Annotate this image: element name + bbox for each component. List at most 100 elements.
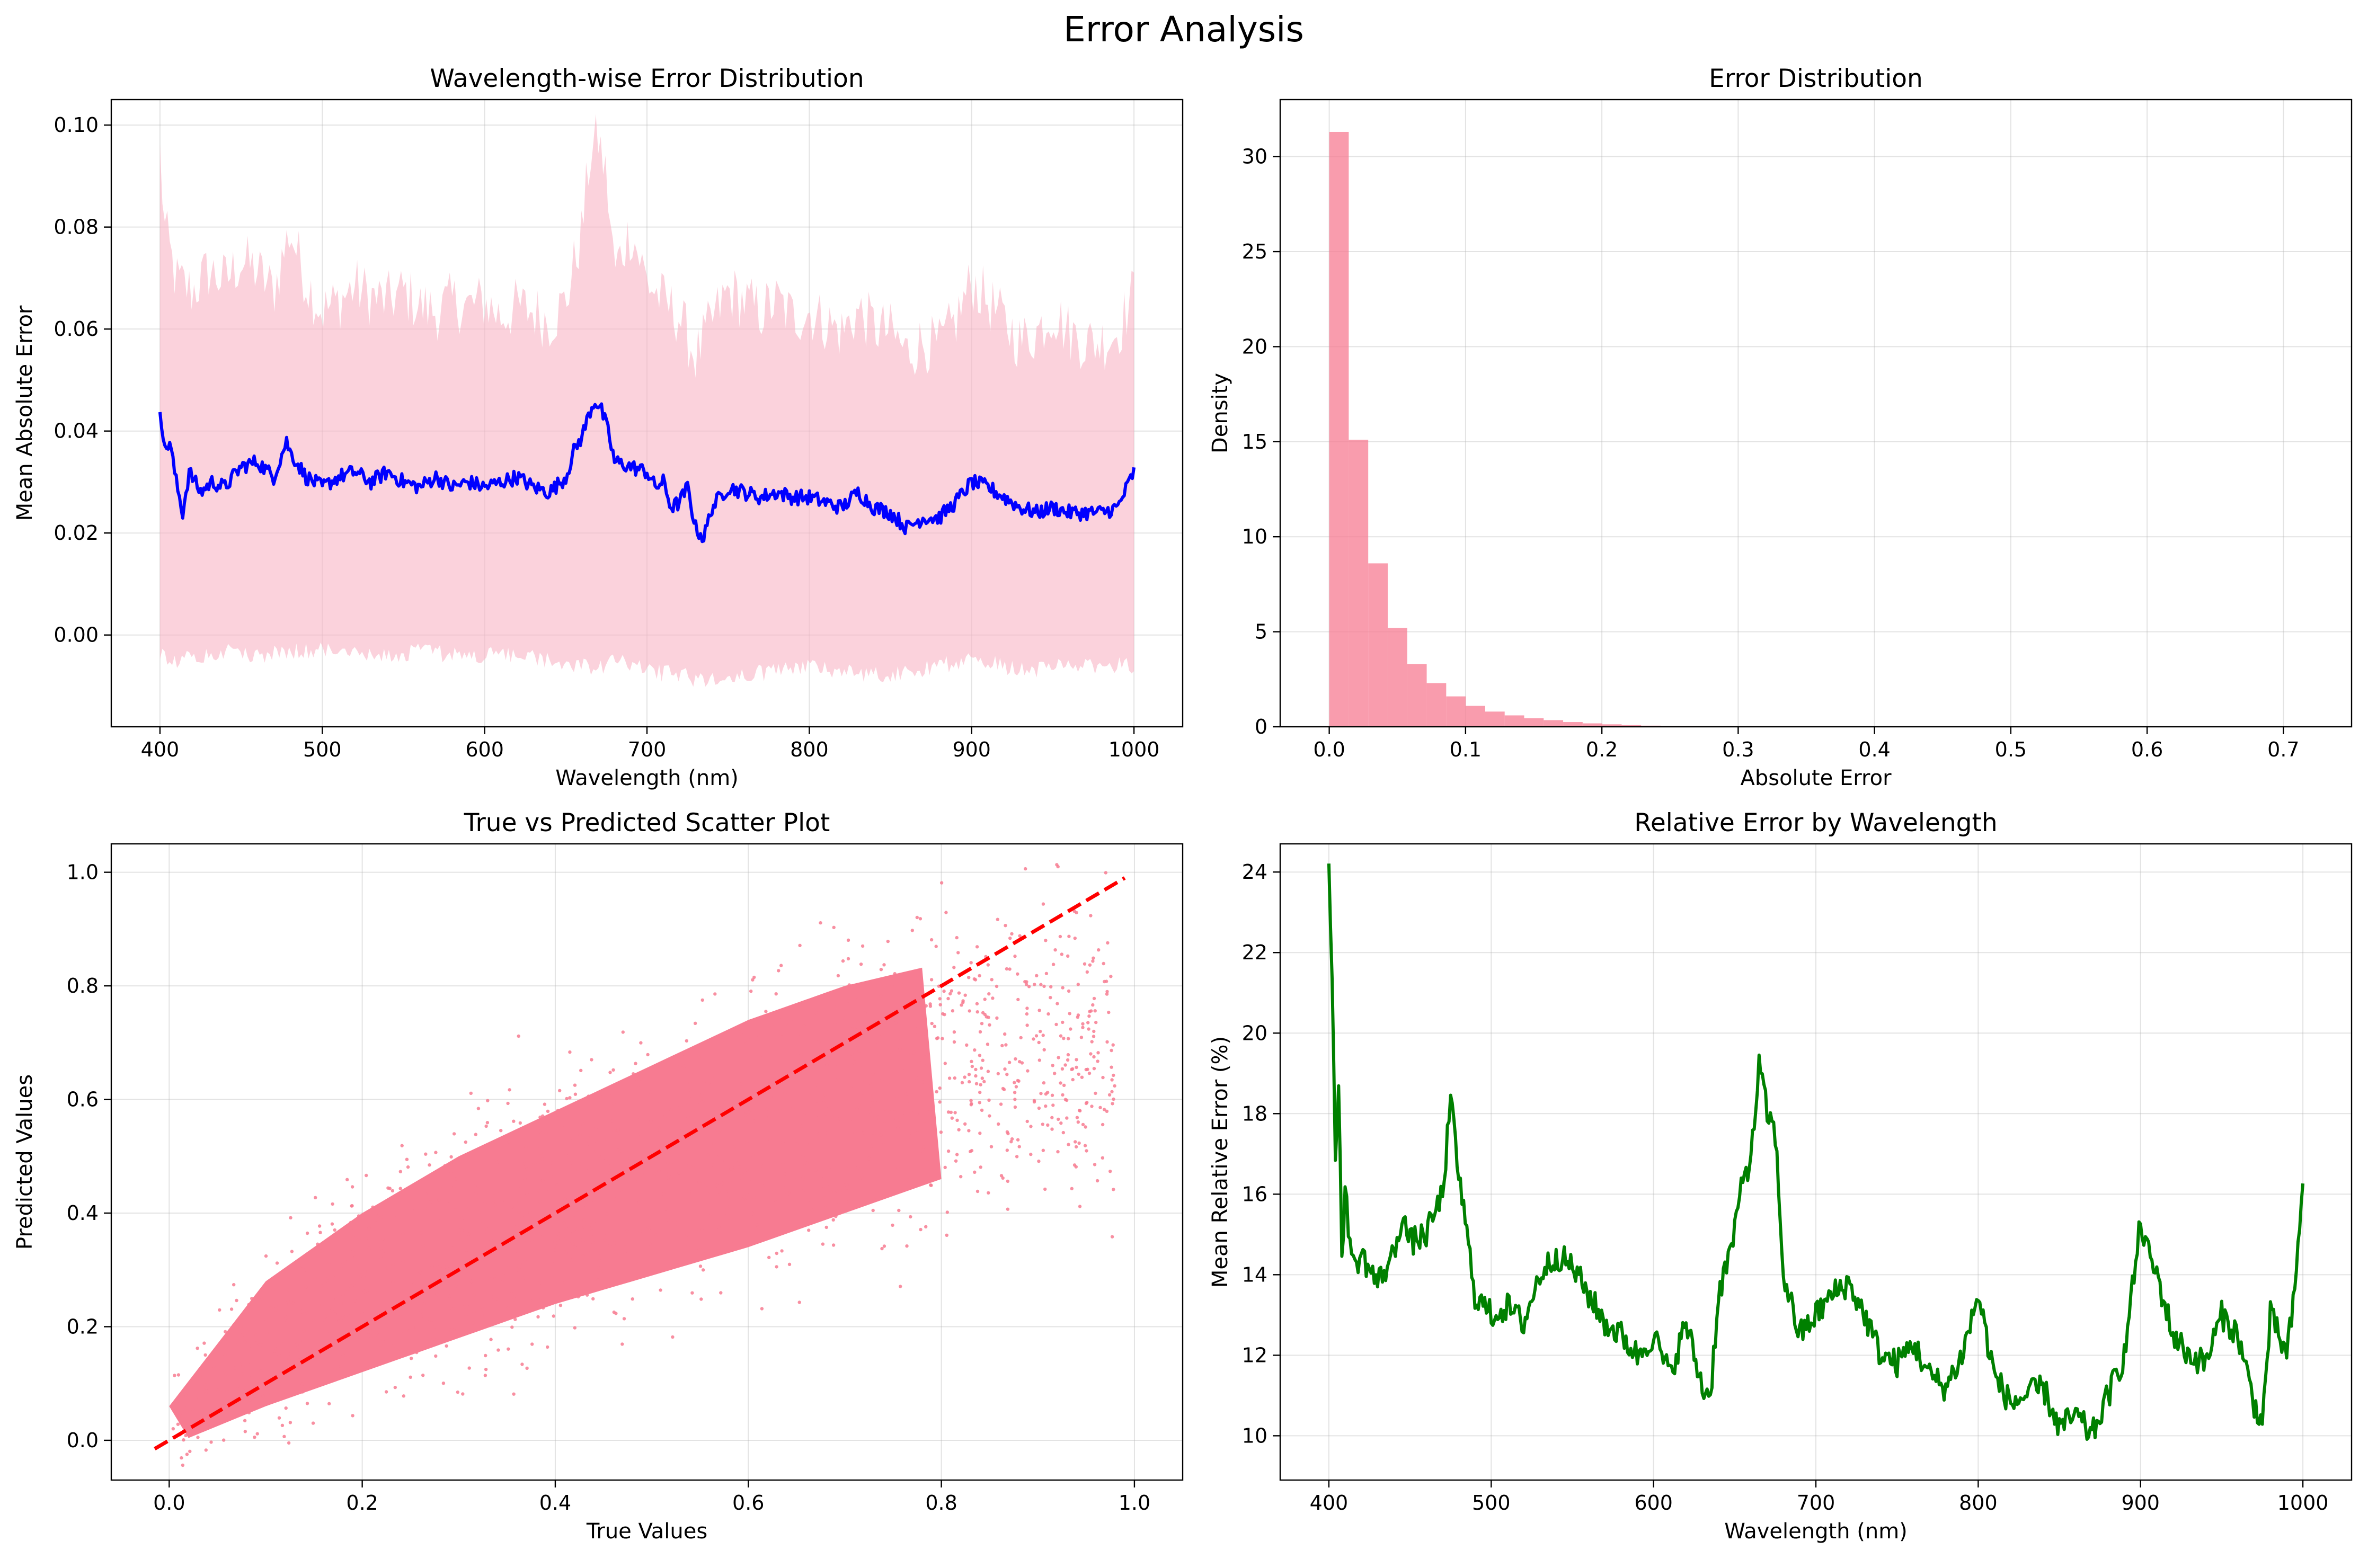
scatter-point (612, 1129, 616, 1133)
scatter-point (595, 1095, 598, 1099)
scatter-point (813, 1168, 818, 1172)
scatter-point (760, 1307, 764, 1311)
scatter-point (759, 1100, 762, 1104)
scatter-point (990, 978, 994, 982)
scatter-point (829, 1057, 833, 1062)
scatter-point (879, 1133, 883, 1137)
scatter-point (596, 1278, 600, 1282)
scatter-point (330, 1307, 334, 1311)
scatter-point (467, 1366, 471, 1370)
scatter-point (607, 1181, 610, 1185)
scatter-point (883, 1107, 887, 1111)
scatter-point (1092, 996, 1096, 1001)
scatter-point (796, 1032, 800, 1037)
scatter-point (708, 1214, 712, 1218)
scatter-point (835, 1078, 838, 1082)
scatter-point (987, 992, 991, 996)
scatter-point (482, 1246, 486, 1250)
scatter-point (1041, 902, 1045, 906)
scatter-point (941, 1037, 944, 1040)
scatter-point (555, 1244, 559, 1248)
scatter-point (825, 1131, 829, 1135)
scatter-point (798, 943, 802, 948)
y-tick-label: 0.6 (67, 1088, 99, 1111)
scatter-point (732, 1240, 737, 1244)
scatter-point (585, 1293, 589, 1297)
scatter-point (357, 1237, 361, 1241)
scatter-point (191, 1407, 195, 1411)
scatter-point (400, 1289, 403, 1293)
scatter-point (630, 1170, 634, 1174)
scatter-point (243, 1419, 247, 1422)
scatter-point (946, 996, 950, 1001)
scatter-point (613, 1197, 617, 1201)
scatter-point (303, 1268, 306, 1272)
scatter-point (846, 957, 850, 961)
scatter-point (732, 1217, 736, 1222)
scatter-point (774, 1200, 778, 1204)
scatter-point (1080, 1075, 1084, 1079)
scatter-point (429, 1200, 432, 1204)
scatter-point (204, 1392, 208, 1395)
panel-title: True vs Predicted Scatter Plot (464, 808, 830, 838)
scatter-point (930, 1021, 934, 1026)
scatter-point (453, 1307, 456, 1311)
scatter-point (678, 1109, 682, 1113)
scatter-point (361, 1275, 366, 1279)
scatter-point (563, 1197, 567, 1201)
scatter-point (589, 1136, 592, 1139)
scatter-point (573, 1092, 578, 1096)
scatter-point (978, 1054, 982, 1057)
scatter-point (685, 1039, 689, 1043)
scatter-point (1000, 1044, 1004, 1048)
scatter-point (712, 1142, 716, 1146)
y-tick-label: 24 (1242, 860, 1267, 884)
y-tick-label: 0.8 (67, 974, 99, 997)
y-tick-label: 15 (1242, 430, 1267, 453)
scatter-point (1043, 1187, 1047, 1191)
histogram-bar (1563, 722, 1583, 727)
scatter-point (690, 1070, 694, 1074)
scatter-point (857, 1049, 862, 1053)
scatter-point (779, 964, 783, 967)
scatter-point (995, 984, 999, 988)
scatter-point (568, 1096, 572, 1100)
scatter-point (528, 1210, 532, 1214)
scatter-point (939, 881, 944, 885)
scatter-point (350, 1276, 354, 1280)
scatter-point (974, 1074, 978, 1078)
scatter-point (982, 1080, 986, 1084)
x-tick-label: 600 (1634, 1491, 1673, 1514)
scatter-point (968, 1080, 971, 1084)
x-axis-label: Wavelength (nm) (555, 766, 739, 790)
scatter-point (598, 1095, 602, 1099)
scatter-point (327, 1402, 331, 1405)
scatter-point (525, 1366, 529, 1370)
scatter-point (1084, 1067, 1088, 1072)
scatter-point (767, 1044, 770, 1047)
histogram-bar (1466, 706, 1485, 727)
scatter-point (570, 1258, 574, 1262)
scatter-point (418, 1270, 422, 1275)
scatter-point (452, 1186, 456, 1189)
scatter-point (967, 976, 971, 979)
scatter-point (300, 1390, 305, 1394)
scatter-point (636, 1086, 641, 1090)
scatter-point (924, 1004, 928, 1008)
scatter-point (713, 1075, 717, 1079)
scatter-point (551, 1217, 555, 1220)
scatter-point (592, 1219, 596, 1223)
scatter-point (590, 1223, 593, 1227)
scatter-point (340, 1365, 344, 1368)
x-tick-label: 0.4 (539, 1491, 571, 1514)
scatter-point (635, 1080, 638, 1084)
scatter-point (997, 1122, 1000, 1126)
scatter-point (915, 1112, 919, 1116)
scatter-point (364, 1236, 368, 1240)
scatter-point (750, 1215, 753, 1218)
scatter-point (639, 1041, 643, 1045)
scatter-point (367, 1330, 370, 1334)
scatter-point (1041, 1034, 1045, 1037)
y-tick-label: 5 (1255, 620, 1267, 644)
scatter-point (486, 1099, 490, 1102)
